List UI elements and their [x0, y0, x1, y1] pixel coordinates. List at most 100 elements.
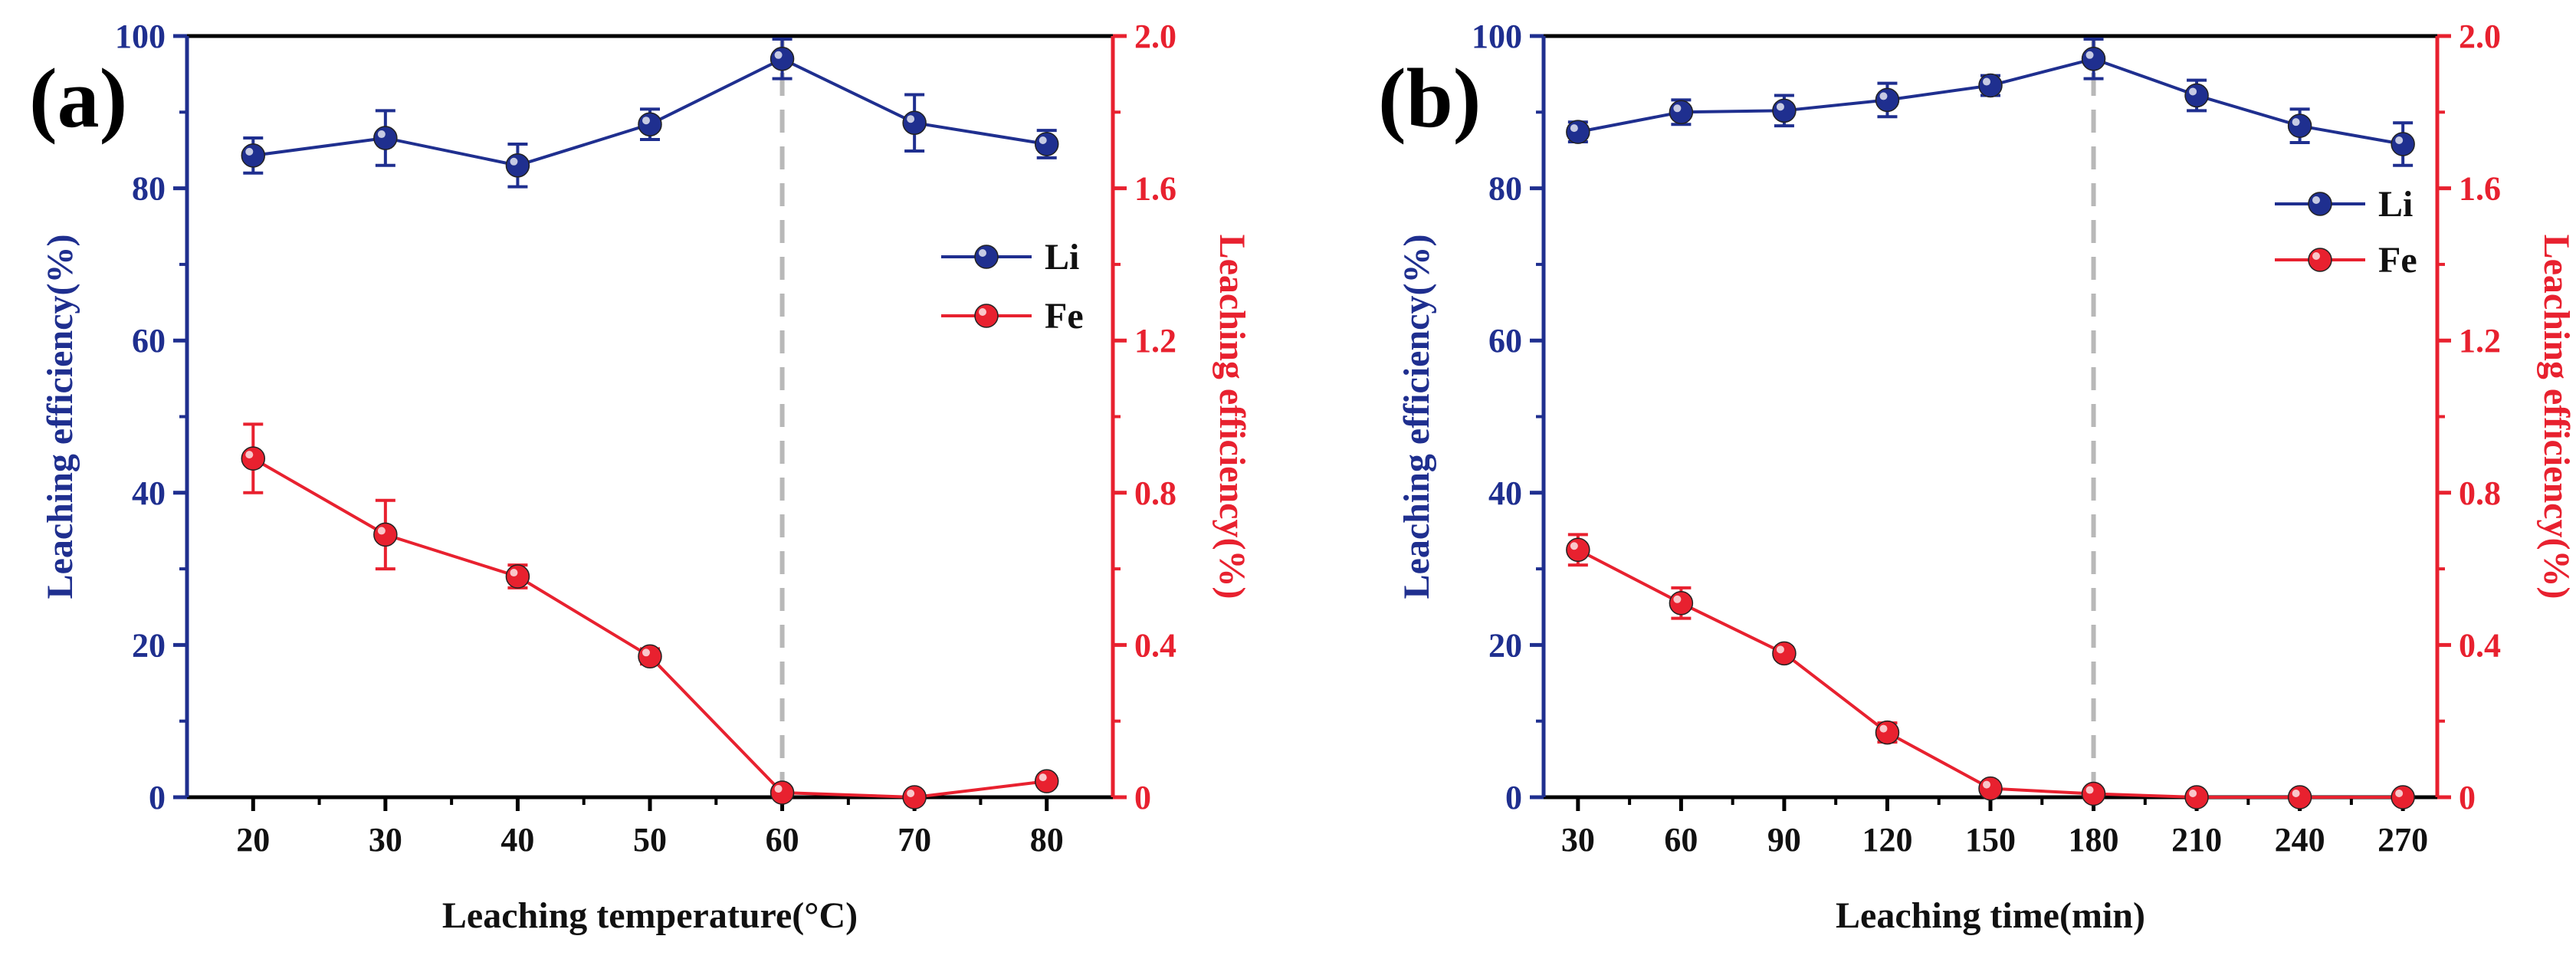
- series-line-fe: [252, 457, 1047, 800]
- data-point-highlight: [377, 130, 386, 139]
- data-point-li: [1978, 73, 2003, 98]
- x-tick-label: 80: [1030, 821, 1064, 859]
- data-point-li: [1875, 87, 1900, 113]
- data-point-fe: [1875, 720, 1900, 745]
- x-axis-title: Leaching temperature(°C): [442, 895, 858, 936]
- data-point-highlight: [1776, 645, 1784, 654]
- data-point-highlight: [1776, 103, 1784, 111]
- data-point-highlight: [510, 157, 518, 166]
- left-tick-label: 100: [115, 18, 166, 55]
- data-point-highlight: [2085, 51, 2094, 59]
- data-point-li: [1566, 120, 1590, 144]
- left-tick-label: 20: [1488, 626, 1522, 664]
- data-point-li: [1034, 132, 1059, 156]
- data-point-highlight: [2085, 786, 2094, 794]
- legend-marker-highlight: [979, 249, 986, 257]
- x-tick-label: 70: [897, 821, 931, 859]
- data-point-highlight: [2292, 790, 2300, 797]
- x-tick-label: 50: [633, 821, 667, 859]
- legend-marker-highlight: [2312, 196, 2320, 204]
- x-axis-title: Leaching time(min): [1836, 895, 2145, 936]
- data-point-highlight: [1879, 724, 1888, 733]
- data-point-highlight: [1039, 773, 1047, 782]
- right-tick-label: 1.6: [2459, 170, 2501, 208]
- data-point-li: [1772, 98, 1797, 123]
- data-point-highlight: [245, 147, 254, 156]
- data-point-fe: [1034, 769, 1059, 793]
- panel-b-chart: 0 20 40 60 80 100 0 0.4 0.8 1.2 1.6 2.0 30 60 90 120 150…: [1378, 18, 2576, 936]
- data-point-highlight: [1570, 542, 1578, 550]
- right-tick-label: 0: [2459, 779, 2476, 816]
- panel-a-chart: 0 20 40 60 80 100 0 0.4 0.8 1.2 1.6 2.0 20 30 40 50 60 70…: [29, 18, 1252, 936]
- data-point-li: [373, 126, 398, 150]
- legend-marker-fe: [974, 304, 999, 328]
- data-point-highlight: [1673, 104, 1682, 113]
- left-axis-title: Leaching efficiency(%): [1396, 235, 1437, 599]
- panel-label: (a): [29, 51, 127, 145]
- x-tick-label: 20: [236, 821, 270, 859]
- data-point-highlight: [510, 569, 518, 577]
- legend-marker-li: [974, 245, 999, 269]
- data-point-fe: [1772, 641, 1797, 666]
- left-axis-title: Leaching efficiency(%): [40, 235, 80, 599]
- data-point-li: [770, 47, 795, 71]
- right-axis-title: Leaching efficiency(%): [1212, 235, 1252, 599]
- data-point-highlight: [2189, 87, 2197, 96]
- right-tick-label: 2.0: [1134, 18, 1176, 55]
- data-point-highlight: [642, 649, 650, 657]
- data-point-highlight: [2395, 136, 2404, 145]
- left-tick-label: 20: [132, 626, 166, 664]
- x-tick-label: 210: [2171, 821, 2222, 859]
- data-point-fe: [2081, 781, 2106, 806]
- data-point-highlight: [1673, 595, 1682, 603]
- series-line-li: [1577, 57, 2404, 146]
- x-tick-label: 240: [2275, 821, 2325, 859]
- right-tick-label: 0: [1134, 779, 1151, 816]
- data-point-highlight: [2189, 790, 2197, 797]
- legend-marker-fe: [2308, 248, 2332, 272]
- data-point-fe: [2391, 785, 2415, 809]
- x-tick-label: 180: [2069, 821, 2119, 859]
- data-point-li: [2391, 132, 2415, 156]
- data-point-li: [902, 110, 927, 135]
- left-tick-label: 80: [132, 170, 166, 208]
- right-tick-label: 0.8: [1134, 475, 1176, 512]
- data-point-highlight: [1983, 77, 1990, 86]
- x-tick-label: 40: [500, 821, 534, 859]
- data-point-highlight: [245, 451, 254, 459]
- data-point-highlight: [2395, 790, 2404, 797]
- right-tick-label: 1.2: [2459, 322, 2501, 360]
- right-tick-label: 2.0: [2459, 18, 2501, 55]
- right-tick-label: 1.2: [1134, 322, 1176, 360]
- data-point-li: [638, 112, 662, 136]
- legend-marker-li: [2308, 192, 2332, 216]
- legend-marker-highlight: [2312, 252, 2320, 260]
- data-point-highlight: [1570, 124, 1578, 133]
- data-point-highlight: [1879, 92, 1888, 100]
- data-point-li: [1669, 100, 1694, 125]
- data-point-highlight: [1039, 136, 1047, 145]
- data-point-fe: [373, 522, 398, 547]
- panel-label: (b): [1378, 51, 1481, 145]
- left-tick-label: 0: [149, 779, 166, 816]
- left-tick-label: 0: [1505, 779, 1522, 816]
- data-point-fe: [241, 446, 266, 471]
- data-point-highlight: [907, 115, 915, 123]
- left-tick-label: 80: [1488, 170, 1522, 208]
- data-point-li: [2287, 113, 2312, 138]
- left-tick-label: 40: [1488, 475, 1522, 512]
- left-tick-label: 40: [132, 475, 166, 512]
- legend-label-li: Li: [1045, 237, 1079, 277]
- x-tick-label: 30: [369, 821, 402, 859]
- data-point-fe: [2287, 785, 2312, 809]
- data-point-highlight: [1983, 780, 1990, 789]
- x-tick-label: 150: [1965, 821, 2016, 859]
- x-tick-label: 90: [1767, 821, 1801, 859]
- legend-label-li: Li: [2378, 184, 2413, 225]
- data-point-li: [505, 153, 530, 178]
- right-tick-label: 0.8: [2459, 475, 2501, 512]
- left-tick-label: 60: [132, 322, 166, 360]
- left-tick-label: 60: [1488, 322, 1522, 360]
- right-tick-label: 0.4: [1134, 626, 1176, 664]
